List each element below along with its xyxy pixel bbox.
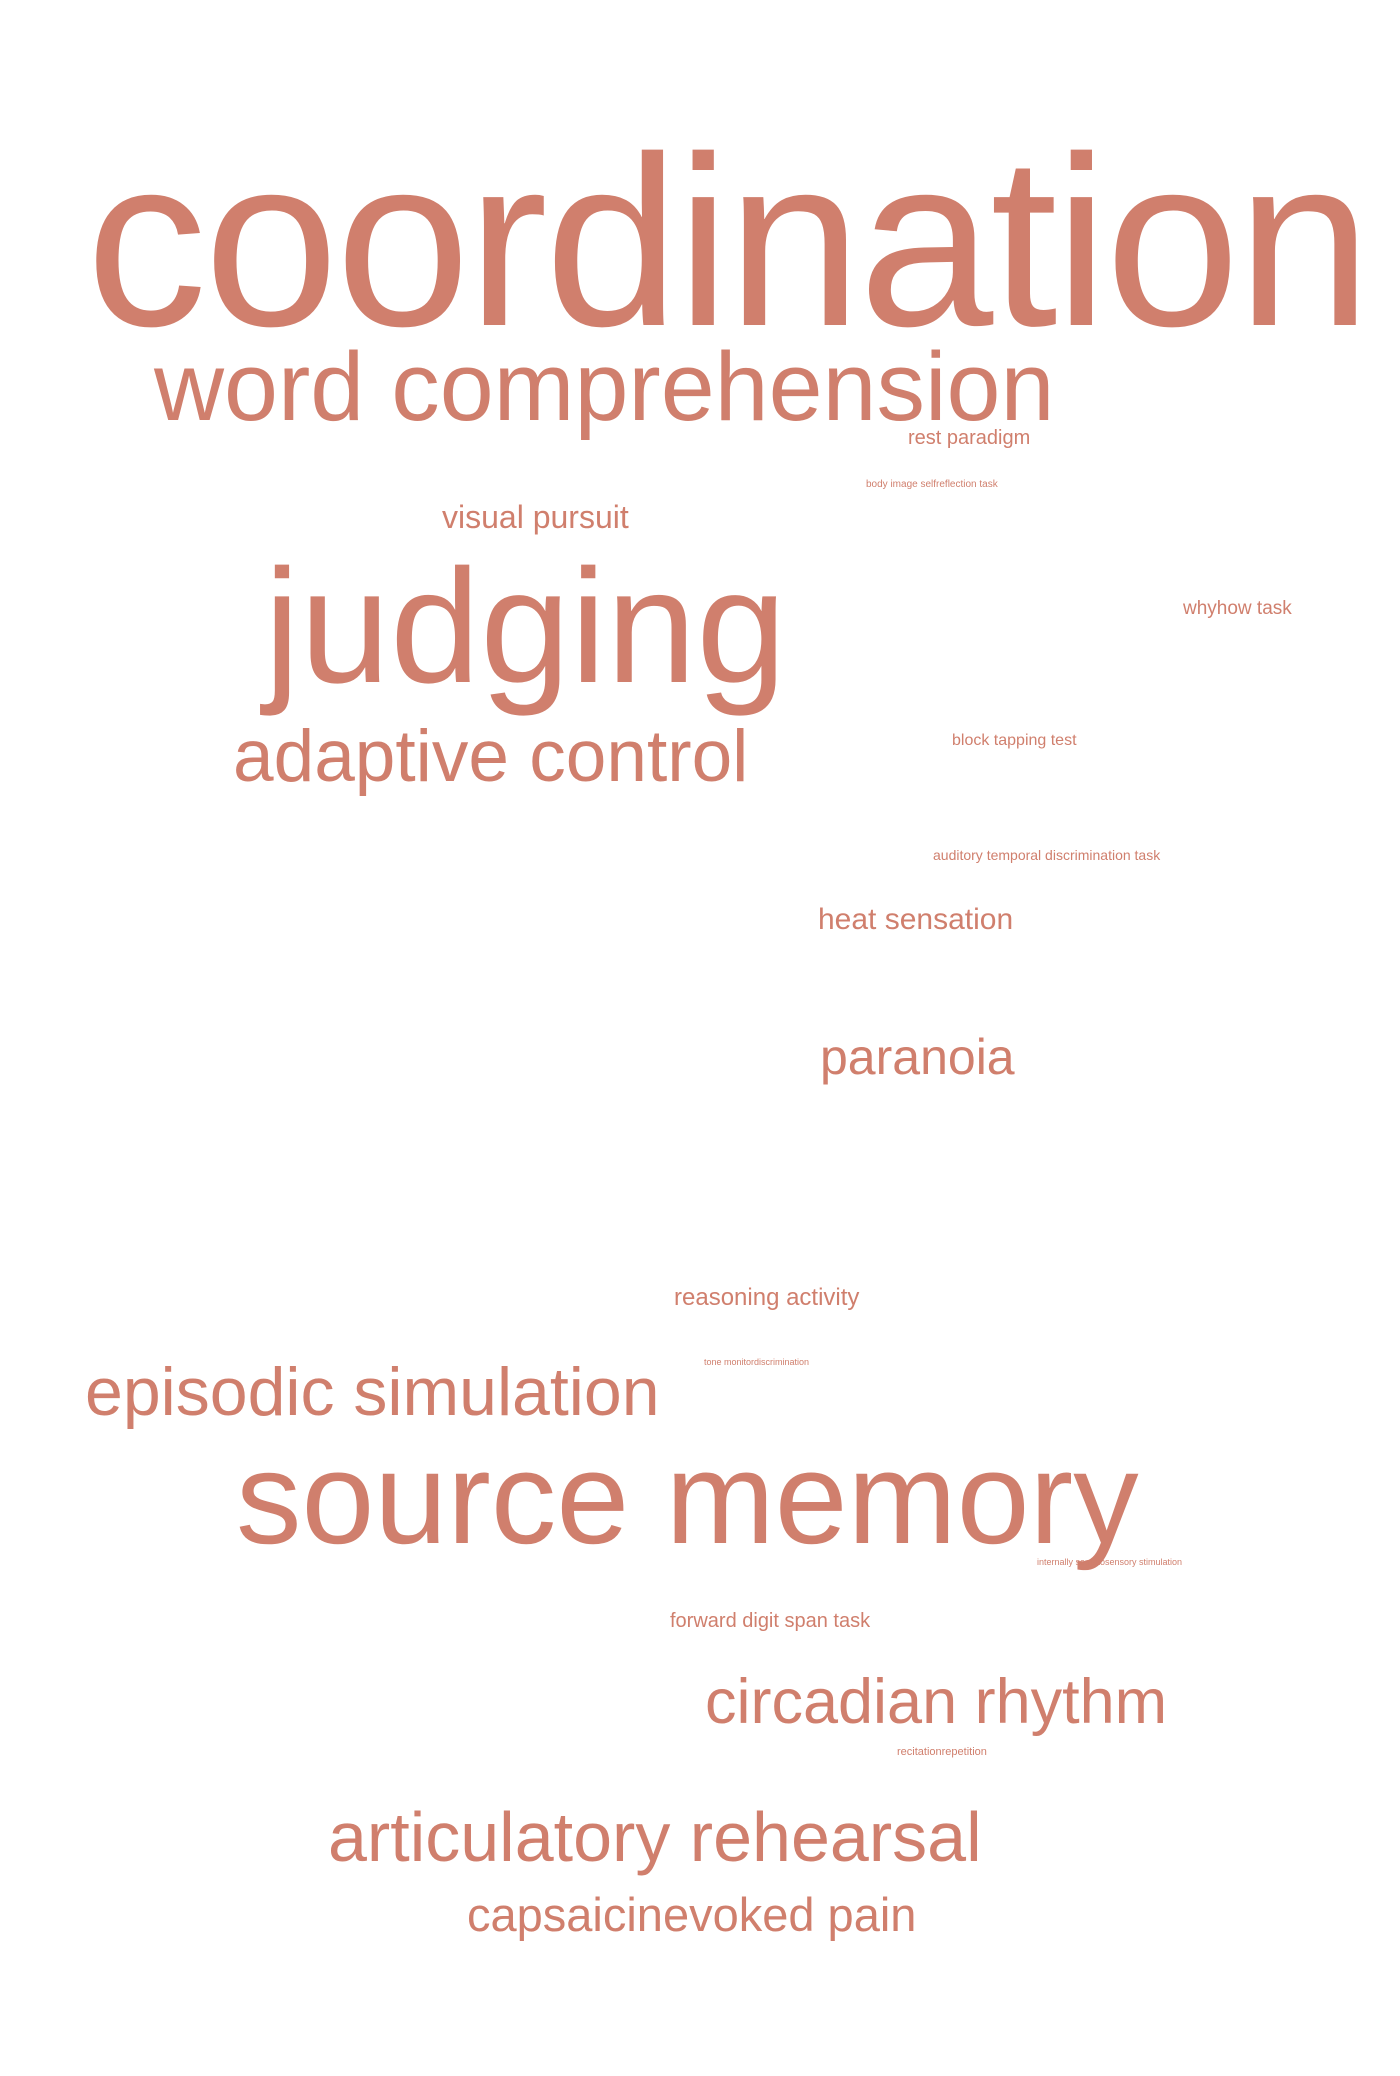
- word-auditory-temporal-discrimination-task: auditory temporal discrimination task: [933, 847, 1161, 863]
- word-forward-digit-span-task: forward digit span task: [670, 1610, 871, 1632]
- word-reasoning-activity: reasoning activity: [674, 1284, 860, 1311]
- word-body-image-selfreflection-task: body image selfreflection task: [866, 479, 998, 490]
- word-episodic-simulation: episodic simulation: [85, 1354, 660, 1430]
- word-capsaicinevoked-pain: capsaicinevoked pain: [467, 1888, 917, 1941]
- word-recitationrepetition: recitationrepetition: [897, 1746, 987, 1758]
- word-judging: judging: [264, 536, 787, 717]
- word-internally-somatosensory-stimulation: internally somatosensory stimulation: [1037, 1557, 1183, 1567]
- word-circadian-rhythm: circadian rhythm: [705, 1667, 1168, 1737]
- word-articulatory-rehearsal: articulatory rehearsal: [328, 1798, 982, 1876]
- word-rest-paradigm: rest paradigm: [908, 427, 1031, 449]
- word-whyhow-task: whyhow task: [1183, 598, 1292, 619]
- word-tone-monitordiscrimination: tone monitordiscrimination: [704, 1357, 810, 1367]
- word-coordination: coordination: [86, 107, 1371, 377]
- word-source-memory: source memory: [236, 1424, 1139, 1571]
- word-adaptive-control: adaptive control: [233, 716, 749, 797]
- word-block-tapping-test: block tapping test: [952, 732, 1077, 749]
- word-paranoia: paranoia: [820, 1029, 1015, 1085]
- word-word-comprehension: word comprehension: [154, 332, 1055, 441]
- word-visual-pursuit: visual pursuit: [442, 499, 629, 535]
- word-heat-sensation: heat sensation: [818, 903, 1014, 936]
